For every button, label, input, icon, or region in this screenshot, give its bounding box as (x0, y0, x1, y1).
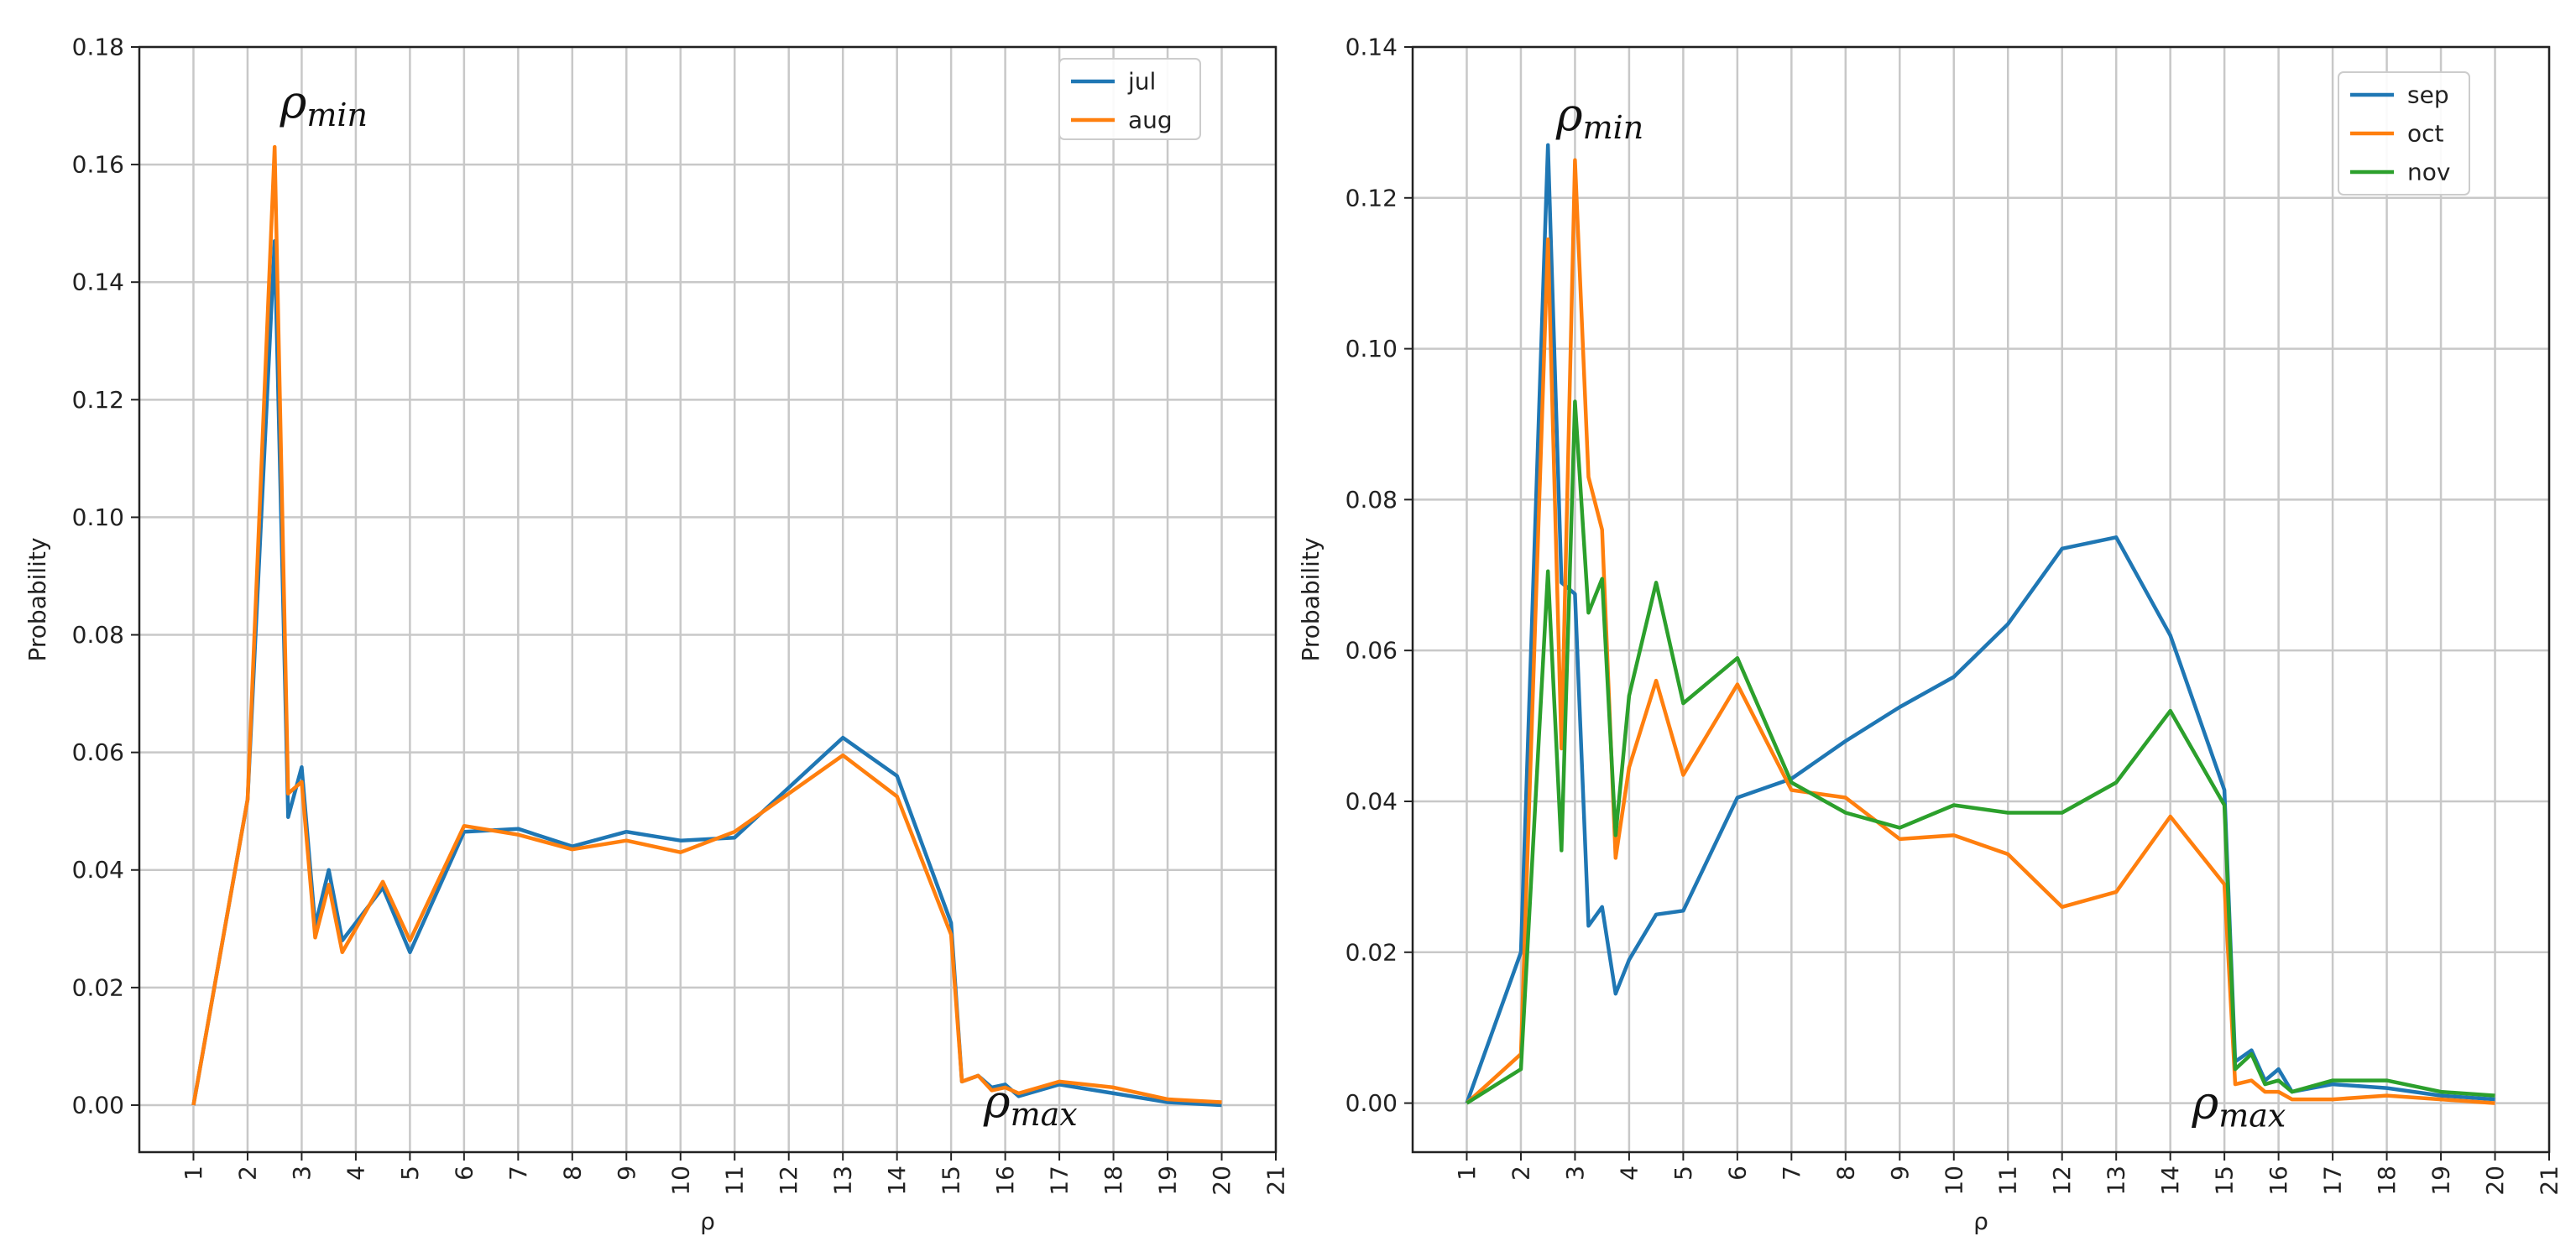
y-axis-label: Probability (1297, 537, 1325, 661)
x-tick-label: 13 (2103, 1166, 2130, 1196)
x-tick-label: 6 (1723, 1166, 1751, 1181)
x-tick-label: 11 (1994, 1166, 2022, 1196)
x-tick-label: 9 (1886, 1166, 1914, 1181)
annotation-subscript: min (1583, 109, 1644, 146)
annotation-rho-min: ρmin (1555, 88, 1643, 146)
legend-box (2338, 71, 2470, 196)
series-line-aug (191, 144, 1222, 1106)
annotation-base: ρ (280, 76, 307, 128)
x-tick-label: 10 (666, 1166, 694, 1196)
annotation-rho-min: ρmin (280, 76, 368, 133)
x-tick-label: 13 (829, 1166, 857, 1196)
y-tick-label: 0.12 (1345, 184, 1398, 211)
x-tick-label: 17 (2319, 1166, 2347, 1196)
series-line-sep (1465, 143, 2495, 1104)
x-tick-label: 9 (613, 1166, 640, 1181)
x-tick-label: 1 (1453, 1166, 1481, 1181)
legend-label-jul: jul (1127, 68, 1156, 96)
annotation-rho-max: ρmax (2191, 1077, 2286, 1135)
legend-label-aug: aug (1128, 107, 1173, 134)
grid (1413, 45, 2551, 1152)
legend-label-oct: oct (2407, 120, 2444, 148)
x-tick-label: 2 (233, 1166, 261, 1181)
x-tick-label: 3 (1561, 1166, 1589, 1181)
legend: jul aug (1058, 58, 1201, 140)
x-tick-label: 7 (504, 1166, 532, 1181)
plot-frame (138, 45, 1278, 1154)
x-tick-label: 20 (2481, 1166, 2509, 1196)
y-tick-label: 0.10 (72, 503, 124, 531)
x-tick-label: 16 (991, 1166, 1019, 1196)
x-tick-label: 8 (558, 1166, 586, 1181)
x-tick-label: 5 (1669, 1166, 1697, 1181)
y-tick-label: 0.02 (1345, 938, 1398, 966)
x-tick-label: 3 (288, 1166, 316, 1181)
y-tick-label: 0.10 (1345, 335, 1398, 363)
y-axis-label: Probability (24, 537, 51, 661)
y-tick-label: 0.14 (1345, 34, 1398, 61)
x-tick-label: 10 (1940, 1166, 1967, 1196)
x-tick-label: 5 (396, 1166, 424, 1181)
x-tick-label: 4 (1615, 1166, 1643, 1181)
annotation-subscript: min (306, 97, 368, 133)
x-tick-label: 15 (2211, 1166, 2239, 1196)
x-tick-label: 2 (1507, 1166, 1534, 1181)
y-tick-label: 0.06 (72, 738, 124, 766)
y-tick-label: 0.18 (72, 34, 124, 61)
x-tick-label: 11 (721, 1166, 749, 1196)
legend: sep oct nov (2338, 71, 2470, 196)
x-tick-label: 7 (1778, 1166, 1805, 1181)
annotation-base: ρ (983, 1075, 1011, 1128)
annotation-subscript: max (2218, 1098, 2286, 1135)
x-tick-label: 19 (2427, 1166, 2455, 1196)
y-tick-label: 0.16 (72, 151, 124, 179)
x-tick-label: 20 (1208, 1166, 1236, 1196)
x-tick-label: 15 (938, 1166, 965, 1196)
y-tick-label: 0.08 (72, 621, 124, 649)
annotation-base: ρ (2191, 1077, 2218, 1129)
x-tick-label: 14 (2156, 1166, 2184, 1196)
grid (139, 45, 1278, 1152)
y-tick-label: 0.02 (72, 973, 124, 1001)
y-tick-label: 0.06 (1345, 637, 1398, 665)
x-axis-label: ρ (700, 1208, 715, 1235)
x-tick-label: 12 (775, 1166, 802, 1196)
x-tick-label: 14 (883, 1166, 911, 1196)
annotation-subscript: max (1011, 1096, 1078, 1133)
y-tick-label: 0.00 (1345, 1089, 1398, 1117)
annotation-rho-max: ρmax (983, 1075, 1078, 1133)
legend-label-sep: sep (2407, 81, 2449, 109)
series-line-oct (1465, 158, 2495, 1105)
y-tick-label: 0.14 (72, 269, 124, 296)
x-tick-label: 21 (1262, 1166, 1290, 1196)
x-tick-label: 4 (342, 1166, 369, 1181)
x-tick-label: 17 (1046, 1166, 1074, 1196)
chart-panel-left: 1 2 3 4 5 6 7 8 9 10 11 12 13 14 15 16 17 18 19 20 210.000.0… (24, 34, 1290, 1236)
plot-frame (1411, 45, 2551, 1154)
x-tick-label: 6 (450, 1166, 478, 1181)
x-tick-label: 8 (1831, 1166, 1859, 1181)
x-tick-label: 21 (2536, 1166, 2563, 1196)
y-tick-label: 0.00 (72, 1091, 124, 1119)
chart-panel-right: 1 2 3 4 5 6 7 8 9 10 11 12 13 14 15 16 17 18 19 20 210.000.0… (1297, 34, 2563, 1236)
x-axis-label: ρ (1973, 1208, 1988, 1235)
y-tick-label: 0.04 (1345, 787, 1398, 815)
y-tick-label: 0.04 (72, 856, 124, 884)
x-tick-label: 1 (180, 1166, 207, 1181)
legend-label-nov: nov (2407, 159, 2450, 186)
x-tick-label: 16 (2265, 1166, 2292, 1196)
x-tick-label: 18 (1100, 1166, 1127, 1196)
annotation-base: ρ (1555, 88, 1583, 141)
x-tick-label: 18 (2373, 1166, 2401, 1196)
x-tick-label: 12 (2048, 1166, 2076, 1196)
y-tick-label: 0.12 (72, 386, 124, 414)
x-tick-label: 19 (1154, 1166, 1182, 1196)
y-tick-label: 0.08 (1345, 486, 1398, 514)
series-line-nov (1466, 399, 2495, 1105)
